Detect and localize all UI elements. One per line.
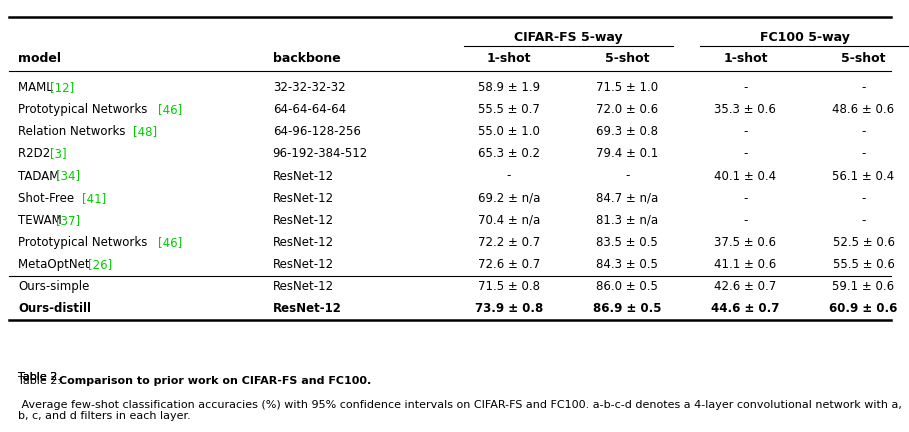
Text: [41]: [41]	[82, 191, 106, 205]
Text: Table 2.: Table 2.	[18, 372, 65, 381]
Text: 86.9 ± 0.5: 86.9 ± 0.5	[593, 302, 662, 315]
Text: FC100 5-way: FC100 5-way	[760, 31, 849, 44]
Text: 1-shot: 1-shot	[487, 51, 531, 64]
Text: -: -	[744, 81, 747, 94]
Text: TADAM: TADAM	[18, 169, 64, 182]
Text: 65.3 ± 0.2: 65.3 ± 0.2	[478, 147, 540, 160]
Text: 84.7 ± n/a: 84.7 ± n/a	[596, 191, 658, 205]
Text: -: -	[744, 191, 747, 205]
Text: 44.6 ± 0.7: 44.6 ± 0.7	[711, 302, 780, 315]
Text: 42.6 ± 0.7: 42.6 ± 0.7	[714, 280, 776, 293]
Text: 73.9 ± 0.8: 73.9 ± 0.8	[474, 302, 544, 315]
Text: [34]: [34]	[56, 169, 81, 182]
Text: 79.4 ± 0.1: 79.4 ± 0.1	[596, 147, 658, 160]
Text: Prototypical Networks: Prototypical Networks	[18, 236, 151, 249]
Text: Table 2.: Table 2.	[18, 372, 65, 381]
Text: 72.0 ± 0.6: 72.0 ± 0.6	[596, 103, 658, 116]
Text: -: -	[625, 169, 629, 182]
Text: -: -	[507, 169, 511, 182]
Text: 37.5 ± 0.6: 37.5 ± 0.6	[714, 236, 776, 249]
Text: 64-64-64-64: 64-64-64-64	[273, 103, 345, 116]
Text: TEWAM: TEWAM	[18, 213, 65, 227]
Text: [48]: [48]	[133, 125, 157, 138]
Text: 32-32-32-32: 32-32-32-32	[273, 81, 345, 94]
Text: 48.6 ± 0.6: 48.6 ± 0.6	[833, 103, 894, 116]
Text: -: -	[862, 81, 865, 94]
Text: 56.1 ± 0.4: 56.1 ± 0.4	[833, 169, 894, 182]
Text: -: -	[744, 125, 747, 138]
Text: 70.4 ± n/a: 70.4 ± n/a	[478, 213, 540, 227]
Text: 55.5 ± 0.7: 55.5 ± 0.7	[478, 103, 540, 116]
Text: 71.5 ± 1.0: 71.5 ± 1.0	[596, 81, 658, 94]
Text: 83.5 ± 0.5: 83.5 ± 0.5	[596, 236, 658, 249]
Text: 72.2 ± 0.7: 72.2 ± 0.7	[478, 236, 540, 249]
Text: 52.5 ± 0.6: 52.5 ± 0.6	[833, 236, 894, 249]
Text: 35.3 ± 0.6: 35.3 ± 0.6	[714, 103, 776, 116]
Text: 69.2 ± n/a: 69.2 ± n/a	[478, 191, 540, 205]
Text: 86.0 ± 0.5: 86.0 ± 0.5	[596, 280, 658, 293]
Text: 5-shot: 5-shot	[842, 51, 885, 64]
Text: Table 2.: Table 2.	[18, 376, 65, 386]
Text: model: model	[18, 51, 61, 64]
Text: Shot-Free: Shot-Free	[18, 191, 78, 205]
Text: 58.9 ± 1.9: 58.9 ± 1.9	[478, 81, 540, 94]
Text: ResNet-12: ResNet-12	[273, 258, 334, 271]
Text: 72.6 ± 0.7: 72.6 ± 0.7	[478, 258, 540, 271]
Text: 96-192-384-512: 96-192-384-512	[273, 147, 368, 160]
Text: Ours-distill: Ours-distill	[18, 302, 91, 315]
Text: ResNet-12: ResNet-12	[273, 302, 342, 315]
Text: 55.5 ± 0.6: 55.5 ± 0.6	[833, 258, 894, 271]
Text: Comparison to prior work on CIFAR-FS and FC100.: Comparison to prior work on CIFAR-FS and…	[59, 376, 372, 386]
Text: -: -	[744, 213, 747, 227]
Text: 69.3 ± 0.8: 69.3 ± 0.8	[596, 125, 658, 138]
Text: ResNet-12: ResNet-12	[273, 213, 334, 227]
Text: 84.3 ± 0.5: 84.3 ± 0.5	[596, 258, 658, 271]
Text: [46]: [46]	[158, 103, 183, 116]
Text: 5-shot: 5-shot	[605, 51, 649, 64]
Text: backbone: backbone	[273, 51, 341, 64]
Text: MetaOptNet: MetaOptNet	[18, 258, 94, 271]
Text: [26]: [26]	[88, 258, 113, 271]
Text: 55.0 ± 1.0: 55.0 ± 1.0	[478, 125, 540, 138]
Text: 41.1 ± 0.6: 41.1 ± 0.6	[714, 258, 776, 271]
Text: CIFAR-FS 5-way: CIFAR-FS 5-way	[514, 31, 623, 44]
Text: 64-96-128-256: 64-96-128-256	[273, 125, 361, 138]
Text: -: -	[862, 147, 865, 160]
Text: 59.1 ± 0.6: 59.1 ± 0.6	[833, 280, 894, 293]
Text: -: -	[862, 213, 865, 227]
Text: Relation Networks: Relation Networks	[18, 125, 129, 138]
Text: -: -	[862, 191, 865, 205]
Text: Ours-simple: Ours-simple	[18, 280, 90, 293]
Text: [37]: [37]	[56, 213, 81, 227]
Text: [3]: [3]	[50, 147, 66, 160]
Text: Prototypical Networks: Prototypical Networks	[18, 103, 151, 116]
Text: 60.9 ± 0.6: 60.9 ± 0.6	[829, 302, 898, 315]
Text: [12]: [12]	[50, 81, 75, 94]
Text: Average few-shot classification accuracies (%) with 95% confidence intervals on : Average few-shot classification accuraci…	[18, 400, 902, 421]
Text: R2D2: R2D2	[18, 147, 55, 160]
Text: [46]: [46]	[158, 236, 183, 249]
Text: ResNet-12: ResNet-12	[273, 169, 334, 182]
Text: ResNet-12: ResNet-12	[273, 236, 334, 249]
Text: 81.3 ± n/a: 81.3 ± n/a	[596, 213, 658, 227]
Text: 1-shot: 1-shot	[724, 51, 767, 64]
Text: MAML: MAML	[18, 81, 56, 94]
Text: 40.1 ± 0.4: 40.1 ± 0.4	[714, 169, 776, 182]
Text: -: -	[744, 147, 747, 160]
Text: -: -	[862, 125, 865, 138]
Text: ResNet-12: ResNet-12	[273, 191, 334, 205]
Text: Table 2.: Table 2.	[18, 372, 65, 381]
Text: ResNet-12: ResNet-12	[273, 280, 334, 293]
Text: 71.5 ± 0.8: 71.5 ± 0.8	[478, 280, 540, 293]
